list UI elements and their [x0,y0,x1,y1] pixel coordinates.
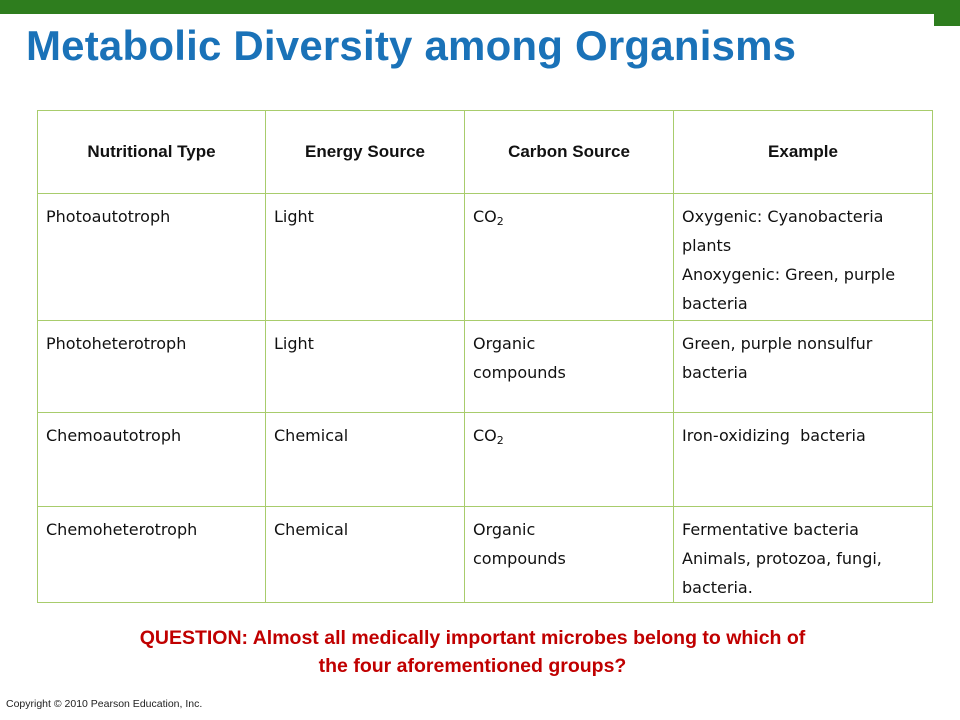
cell-energy-source: Chemical [265,506,465,603]
cell-example: Iron-oxidizing bacteria [673,412,933,507]
header-carbon-source: Carbon Source [464,110,674,194]
table-row: Chemoautotroph Chemical CO2 Iron-oxidizi… [37,412,933,507]
table-row: Photoheterotroph Light Organic compounds… [37,320,933,413]
cell-nutritional-type: Chemoautotroph [37,412,266,507]
cell-carbon-source: Organic compounds [464,506,674,603]
example-line: Green, purple nonsulfur bacteria [682,334,873,382]
metabolic-types-table: Nutritional Type Energy Source Carbon So… [37,110,933,603]
cell-example: Oxygenic: Cyanobacteria plants Anoxygeni… [673,193,933,321]
carbon-subscript: 2 [496,434,504,447]
cell-energy-source: Light [265,320,465,413]
header-nutritional-type: Nutritional Type [37,110,266,194]
cell-energy-source: Light [265,193,465,321]
cell-carbon-source: CO2 [464,412,674,507]
cell-energy-source: Chemical [265,412,465,507]
cell-example: Fermentative bacteria Animals, protozoa,… [673,506,933,603]
header-example: Example [673,110,933,194]
cell-carbon-source: CO2 [464,193,674,321]
example-line: Animals, protozoa, fungi, bacteria. [682,549,882,597]
table-header-row: Nutritional Type Energy Source Carbon So… [37,110,933,194]
example-line: Fermentative bacteria [682,520,859,539]
carbon-formula: CO [473,426,497,445]
top-accent-bar [0,0,960,14]
question-line-2: the four aforementioned groups? [318,655,627,677]
header-energy-source: Energy Source [265,110,465,194]
slide-title: Metabolic Diversity among Organisms [26,22,797,69]
question-text: QUESTION: Almost all medically important… [0,624,945,680]
cell-nutritional-type: Chemoheterotroph [37,506,266,603]
cell-carbon-source: Organic compounds [464,320,674,413]
carbon-text: Organic compounds [473,334,566,382]
question-line-1: QUESTION: Almost all medically important… [139,627,806,649]
example-line: Oxygenic: Cyanobacteria plants [682,207,884,255]
copyright-notice: Copyright © 2010 Pearson Education, Inc. [6,698,203,710]
table-row: Chemoheterotroph Chemical Organic compou… [37,506,933,603]
cell-nutritional-type: Photoheterotroph [37,320,266,413]
table-row: Photoautotroph Light CO2 Oxygenic: Cyano… [37,193,933,321]
carbon-formula: CO [473,207,497,226]
carbon-subscript: 2 [496,215,504,228]
cell-nutritional-type: Photoautotroph [37,193,266,321]
example-line: Iron-oxidizing bacteria [682,426,866,445]
cell-example: Green, purple nonsulfur bacteria [673,320,933,413]
top-corner-accent [934,0,960,26]
carbon-text: Organic compounds [473,520,566,568]
example-line: Anoxygenic: Green, purple bacteria [682,265,896,313]
